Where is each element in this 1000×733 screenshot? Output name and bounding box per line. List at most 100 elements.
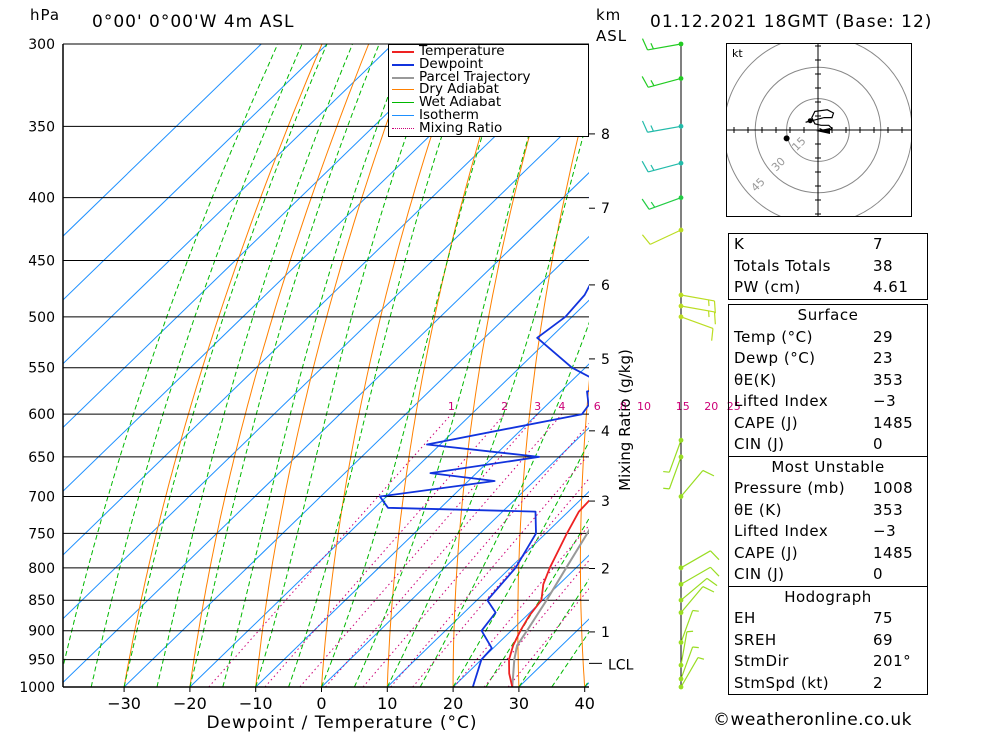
km-tick-label: 7 bbox=[601, 201, 610, 217]
isotherm-line bbox=[63, 44, 460, 429]
wind-barb-flag bbox=[641, 234, 651, 245]
wind-barb bbox=[680, 657, 699, 688]
wind-barb bbox=[668, 440, 682, 473]
dry-adiabat-line bbox=[579, 379, 589, 687]
isotherm-line bbox=[189, 299, 589, 687]
hodograph-mean-wind-marker bbox=[816, 128, 830, 134]
x-tick-label: −20 bbox=[173, 694, 207, 713]
wind-barb-flag bbox=[650, 201, 656, 208]
wet-adiabat-line bbox=[452, 440, 589, 687]
most-unstable-row: Pressure (mb) 1008 bbox=[734, 479, 914, 497]
surface-row: θE(K) 353 bbox=[734, 370, 904, 389]
legend-wet-adiabat: Wet Adiabat bbox=[389, 95, 588, 109]
x-tick-label: 40 bbox=[575, 694, 595, 713]
legend-swatch bbox=[392, 63, 414, 66]
wind-barb-flag bbox=[650, 125, 654, 132]
wet-adiabat-line bbox=[353, 44, 557, 687]
isotherm-line bbox=[63, 108, 589, 620]
mixing-ratio-label: 1 bbox=[448, 400, 455, 413]
surface-title: Surface bbox=[797, 306, 859, 324]
km-tick-label: 2 bbox=[601, 561, 610, 577]
wet-adiabat-line bbox=[189, 44, 380, 687]
hodograph-unit-label: kt bbox=[732, 47, 743, 60]
wind-barb-flag bbox=[641, 160, 649, 173]
wind-barb-dot bbox=[678, 292, 684, 298]
site-link[interactable]: weatheronline.co.uk bbox=[730, 710, 913, 730]
wet-adiabat-line bbox=[90, 44, 303, 687]
pressure-tick-label: 450 bbox=[28, 254, 55, 270]
x-tick-label: 20 bbox=[443, 694, 463, 713]
wind-barb bbox=[680, 631, 688, 666]
mixing-ratio-axis-label: Mixing Ratio (g/kg) bbox=[616, 349, 634, 491]
mixing-ratio-label: 25 bbox=[727, 400, 741, 413]
site-credit[interactable]: ©weatheronline.co.uk bbox=[713, 710, 912, 730]
mixing-ratio-label: 10 bbox=[637, 400, 651, 413]
isotherm-line bbox=[386, 490, 589, 687]
wind-barb-flag bbox=[663, 470, 670, 473]
wet-adiabat-line bbox=[255, 44, 439, 687]
km-tick-label: 6 bbox=[601, 278, 610, 294]
pressure-tick-label: 1000 bbox=[19, 680, 55, 696]
km-label: km bbox=[596, 6, 622, 24]
mixing-ratio-label: 15 bbox=[676, 400, 690, 413]
legend-swatch bbox=[392, 51, 414, 53]
wind-barb bbox=[680, 294, 715, 302]
legend-parcel: Parcel Trajectory bbox=[389, 70, 588, 84]
hodograph-row: StmSpd (kt) 2 bbox=[734, 673, 884, 692]
wind-barb-flag bbox=[650, 42, 654, 50]
wind-barb bbox=[680, 470, 704, 497]
datetime-label: 01.12.2021 18GMT (Base: 12) bbox=[650, 12, 933, 32]
pressure-tick-label: 850 bbox=[28, 593, 55, 609]
mixing-ratio-label: 20 bbox=[704, 400, 718, 413]
dry-adiabat-line bbox=[517, 90, 589, 687]
isotherm-line bbox=[452, 554, 589, 687]
wind-barb bbox=[649, 229, 682, 245]
dewpoint-line bbox=[379, 196, 589, 687]
surface-row: Temp (°C) 29 bbox=[734, 327, 894, 346]
wind-barb-dot bbox=[678, 123, 684, 129]
x-axis-label: Dewpoint / Temperature (°C) bbox=[206, 713, 477, 733]
surface-row: CIN (J) 0 bbox=[734, 435, 884, 453]
surface-row: Lifted Index −3 bbox=[734, 392, 897, 410]
legend-dewpoint: Dewpoint bbox=[389, 57, 588, 71]
wind-barb-flag bbox=[692, 646, 699, 649]
wind-barb bbox=[648, 162, 682, 173]
x-tick-label: 10 bbox=[377, 694, 397, 713]
legend-mixing-ratio: Mixing Ratio bbox=[389, 121, 588, 135]
km-tick-label: 1 bbox=[601, 625, 610, 641]
legend-swatch bbox=[392, 127, 414, 129]
wind-barb-dot bbox=[678, 76, 684, 81]
wind-barb-flag bbox=[697, 656, 705, 660]
wind-barb bbox=[680, 577, 708, 601]
pressure-tick-label: 900 bbox=[28, 624, 55, 640]
dry-adiabat-line bbox=[641, 44, 695, 687]
wind-barb-dot bbox=[678, 160, 684, 166]
wind-barb-dot bbox=[678, 581, 684, 587]
isotherm-line bbox=[123, 235, 589, 687]
pressure-unit-label: hPa bbox=[30, 6, 61, 24]
pressure-tick-label: 800 bbox=[28, 561, 55, 577]
mixing-ratio-line bbox=[453, 524, 589, 687]
copyright-icon: © bbox=[713, 710, 731, 730]
wind-barb-flag bbox=[641, 76, 649, 88]
isotherm-line bbox=[255, 363, 589, 687]
wind-barb bbox=[680, 566, 711, 585]
lcl-label: LCL bbox=[608, 657, 634, 673]
wind-barb bbox=[680, 316, 714, 330]
wind-barb-flag bbox=[641, 38, 649, 51]
parcel-trajectory-line bbox=[511, 528, 589, 687]
surface-row: Dewp (°C) 23 bbox=[734, 349, 894, 367]
most-unstable-title: Most Unstable bbox=[729, 455, 927, 479]
isotherm-line bbox=[63, 44, 525, 492]
x-tick-label: −30 bbox=[107, 694, 141, 713]
temperature-line bbox=[508, 499, 589, 687]
pressure-tick-label: 950 bbox=[28, 653, 55, 669]
surface-row: CAPE (J) 1485 bbox=[734, 413, 914, 432]
wind-barb bbox=[668, 456, 682, 490]
wind-barb-flag bbox=[710, 550, 720, 561]
wind-barb-dot bbox=[678, 41, 684, 47]
x-tick-label: 0 bbox=[316, 694, 326, 713]
